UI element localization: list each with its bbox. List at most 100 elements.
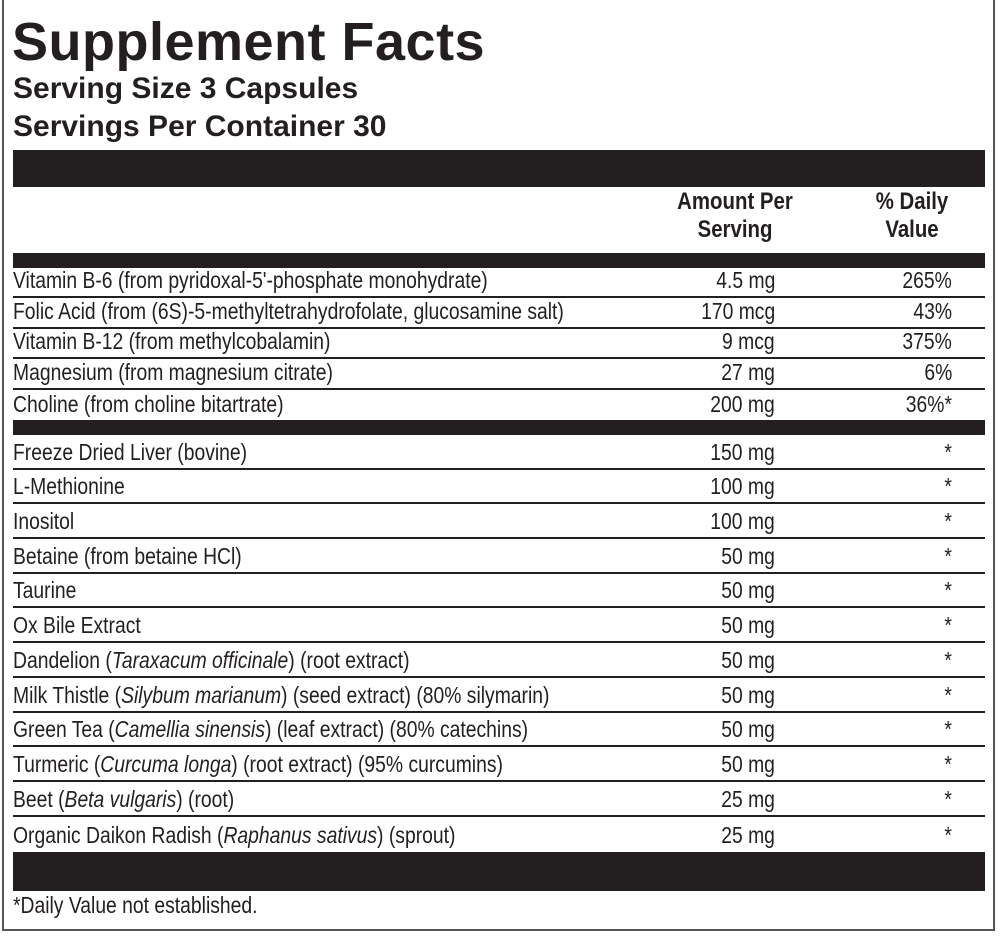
ingredient-row: Dandelion (Taraxacum officinale) (root e… (13, 643, 985, 678)
ingredient-amount: 50 mg (721, 681, 775, 708)
top-divider-bar (13, 150, 985, 187)
ingredient-daily-value: * (944, 785, 952, 812)
ingredient-amount: 150 mg (710, 438, 775, 465)
bottom-divider-bar (13, 852, 985, 891)
ingredient-name: Green Tea (Camellia sinensis) (leaf extr… (13, 716, 528, 743)
botanical-name: Camellia sinensis (114, 716, 265, 743)
ingredient-row: Magnesium (from magnesium citrate) 27 mg 6… (13, 358, 985, 390)
ingredient-row: Ox Bile Extract 50 mg * (13, 609, 985, 644)
ingredient-name: Freeze Dried Liver (bovine) (13, 439, 247, 466)
ingredient-row: Choline (from choline bitartrate) 200 mg 3… (13, 390, 985, 420)
ingredient-name: Inositol (13, 508, 74, 535)
ingredient-daily-value: 36%* (905, 390, 952, 417)
ingredient-amount: 9 mcg (722, 328, 775, 355)
botanical-name: Silybum marianum (121, 681, 282, 708)
name-text: Beet ( (13, 785, 65, 812)
ingredient-amount: 50 mg (721, 577, 775, 604)
name-text: Choline (from choline bitartrate) (13, 390, 284, 417)
footnote: *Daily Value not established. (13, 892, 258, 918)
ingredient-row: Betaine (from betaine HCl) 50 mg * (13, 539, 985, 574)
name-text: ) (root extract) (95% curcumins) (231, 750, 503, 777)
name-text: ) (leaf extract) (80% catechins) (265, 716, 529, 743)
ingredient-daily-value: * (944, 612, 952, 639)
ingredient-name: Organic Daikon Radish (Raphanus sativus)… (13, 822, 455, 849)
ingredient-daily-value: * (944, 542, 952, 569)
ingredient-row: Taurine 50 mg * (13, 574, 985, 609)
ingredient-name: Ox Bile Extract (13, 612, 141, 639)
ingredient-name: Vitamin B-6 (from pyridoxal-5'-phosphate… (13, 267, 488, 294)
ingredient-amount: 100 mg (710, 473, 775, 500)
ingredient-daily-value: * (944, 508, 952, 535)
label-title: Supplement Facts (12, 12, 486, 72)
ingredient-daily-value: * (944, 438, 952, 465)
ingredient-name: Betaine (from betaine HCl) (13, 543, 242, 570)
serving-size: Serving Size 3 Capsules (13, 72, 359, 105)
ingredient-row: Vitamin B-12 (from methylcobalamin) 9 mcg… (13, 328, 985, 360)
ingredient-daily-value: * (944, 646, 952, 673)
ingredient-name: Beet (Beta vulgaris) (root) (13, 786, 234, 813)
name-text: Betaine (from betaine HCl) (13, 542, 242, 569)
ingredient-name: Vitamin B-12 (from methylcobalamin) (13, 328, 330, 355)
ingredient-row: Freeze Dried Liver (bovine) 150 mg * (13, 435, 985, 470)
ingredient-daily-value: 6% (924, 358, 952, 385)
ingredient-amount: 170 mcg (700, 297, 775, 324)
ingredient-row: Vitamin B-6 (from pyridoxal-5'-phosphate… (13, 267, 985, 299)
name-text: Taurine (13, 577, 77, 604)
section-divider-bar (13, 420, 985, 435)
ingredient-row: Green Tea (Camellia sinensis) (leaf extr… (13, 713, 985, 748)
servings-per-container: Servings Per Container 30 (13, 110, 387, 143)
name-text: Milk Thistle ( (13, 681, 122, 708)
name-text: Green Tea ( (13, 716, 115, 743)
name-text: Ox Bile Extract (13, 612, 141, 639)
ingredient-row: Organic Daikon Radish (Raphanus sativus)… (13, 817, 985, 852)
ingredient-amount: 4.5 mg (715, 267, 775, 294)
ingredient-daily-value: 375% (902, 328, 952, 355)
name-text: Organic Daikon Radish ( (13, 822, 224, 849)
botanical-name: Beta vulgaris (64, 785, 177, 812)
ingredient-daily-value: * (944, 750, 952, 777)
ingredient-amount: 100 mg (710, 508, 775, 535)
name-text: Magnesium (from magnesium citrate) (13, 358, 333, 385)
ingredient-name: Magnesium (from magnesium citrate) (13, 359, 333, 386)
name-text: Vitamin B-12 (from methylcobalamin) (13, 328, 331, 355)
ingredient-row: Turmeric (Curcuma longa) (root extract) … (13, 747, 985, 782)
name-text: Vitamin B-6 (from pyridoxal-5'-phosphate… (13, 267, 488, 294)
ingredient-daily-value: * (944, 716, 952, 743)
ingredient-row: Milk Thistle (Silybum marianum) (seed ex… (13, 678, 985, 713)
ingredient-name: Milk Thistle (Silybum marianum) (seed ex… (13, 682, 549, 709)
name-text: Dandelion ( (13, 646, 112, 673)
ingredient-daily-value: * (944, 577, 952, 604)
ingredient-amount: 200 mg (710, 390, 775, 417)
ingredient-row: Beet (Beta vulgaris) (root) 25 mg * (13, 782, 985, 817)
name-text: Folic Acid (from (6S)-5-methyltetrahydro… (13, 297, 564, 324)
ingredient-amount: 25 mg (721, 785, 775, 812)
ingredient-name: Turmeric (Curcuma longa) (root extract) … (13, 751, 503, 778)
ingredient-name: Folic Acid (from (6S)-5-methyltetrahydro… (13, 298, 564, 325)
ingredient-name: L-Methionine (13, 473, 125, 500)
header-divider-bar (13, 253, 985, 268)
botanical-name: Curcuma longa (100, 750, 232, 777)
header-amount: Amount Per Serving (677, 188, 793, 243)
ingredient-name: Taurine (13, 577, 76, 604)
ingredient-name: Dandelion (Taraxacum officinale) (root e… (13, 647, 410, 674)
ingredient-daily-value: * (944, 822, 952, 849)
ingredient-amount: 50 mg (721, 612, 775, 639)
botanical-name: Raphanus sativus (223, 822, 378, 849)
name-text: Freeze Dried Liver (bovine) (13, 438, 248, 465)
name-text: ) (sprout) (377, 822, 456, 849)
ingredient-amount: 25 mg (721, 822, 775, 849)
ingredient-amount: 27 mg (721, 358, 775, 385)
ingredient-amount: 50 mg (721, 646, 775, 673)
name-text: ) (root extract) (288, 646, 410, 673)
header-daily-value: % Daily Value (875, 188, 949, 243)
ingredient-daily-value: 43% (913, 297, 952, 324)
botanical-name: Taraxacum officinale (111, 646, 289, 673)
ingredient-daily-value: * (944, 473, 952, 500)
name-text: L-Methionine (13, 473, 125, 500)
ingredient-name: Choline (from choline bitartrate) (13, 391, 284, 418)
name-text: ) (seed extract) (80% silymarin) (281, 681, 550, 708)
ingredient-row: Inositol 100 mg * (13, 504, 985, 540)
ingredient-row: Folic Acid (from (6S)-5-methyltetrahydro… (13, 297, 985, 329)
name-text: Turmeric ( (13, 750, 101, 777)
